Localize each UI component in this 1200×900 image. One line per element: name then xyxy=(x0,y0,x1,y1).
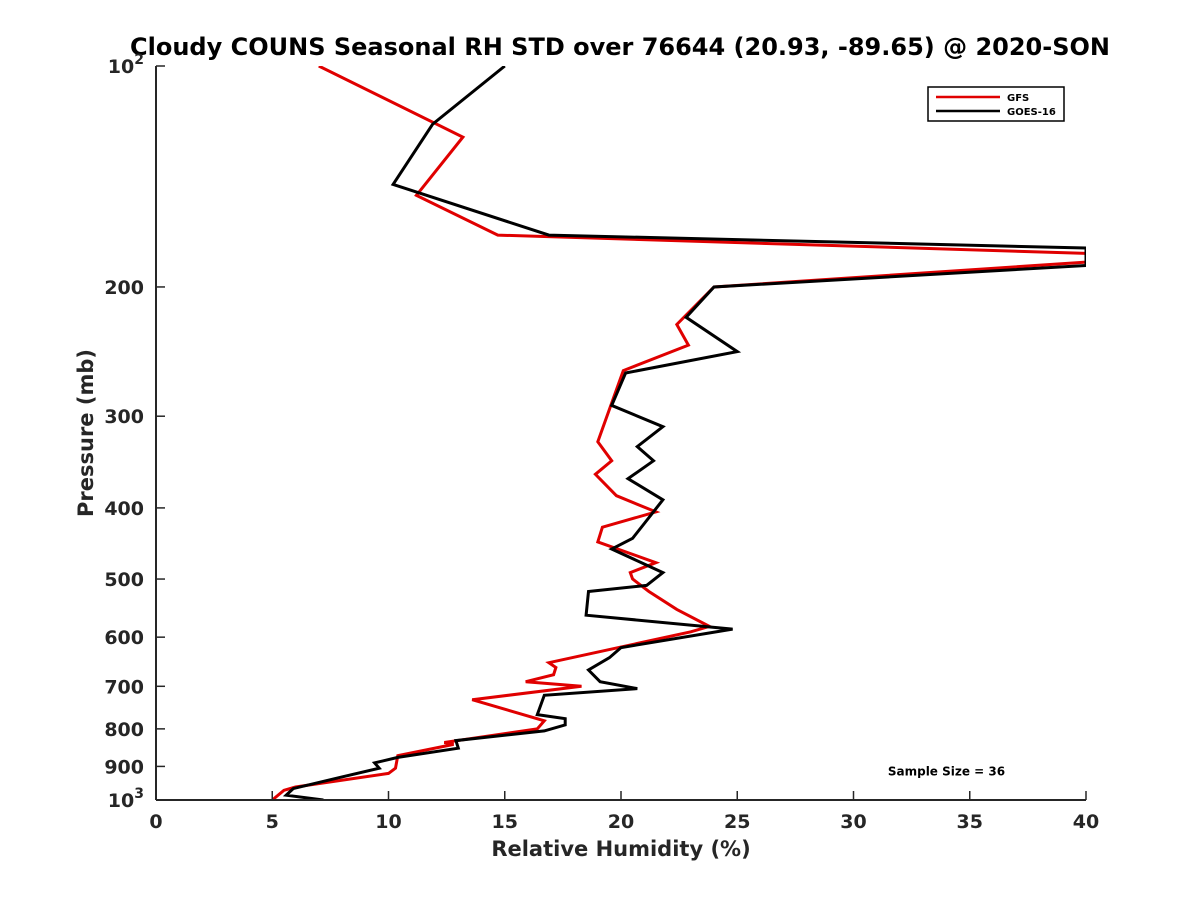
y-tick-label: 200 xyxy=(104,277,144,299)
series-line-goes-16 xyxy=(282,66,1086,800)
x-tick-label: 20 xyxy=(608,811,634,833)
y-tick-label: 102 xyxy=(108,52,144,78)
chart-title: Cloudy COUNS Seasonal RH STD over 76644 … xyxy=(130,33,1110,61)
legend-label-goes16: GOES-16 xyxy=(1007,107,1056,118)
legend-label-gfs: GFS xyxy=(1007,93,1029,104)
x-tick-label: 10 xyxy=(375,811,401,833)
y-tick-label: 800 xyxy=(104,719,144,741)
x-axis-label: Relative Humidity (%) xyxy=(491,837,750,861)
y-tick-label: 600 xyxy=(104,627,144,649)
x-tick-label: 5 xyxy=(266,811,279,833)
x-tick-label: 35 xyxy=(957,811,983,833)
x-tick-label: 15 xyxy=(492,811,518,833)
y-tick-label: 700 xyxy=(104,676,144,698)
y-tick-label: 103 xyxy=(108,786,144,812)
y-tick-label: 300 xyxy=(104,406,144,428)
x-tick-label: 30 xyxy=(840,811,866,833)
y-tick-label: 900 xyxy=(104,756,144,778)
series-layer xyxy=(271,66,1086,800)
legend: GFS GOES-16 xyxy=(927,86,1065,122)
x-tick-label: 25 xyxy=(724,811,750,833)
legend-box xyxy=(927,86,1065,122)
series-line-gfs xyxy=(271,66,1086,800)
y-tick-label: 500 xyxy=(104,569,144,591)
x-tick-label: 40 xyxy=(1073,811,1099,833)
x-tick-label: 0 xyxy=(149,811,162,833)
x-axis-ticks: 0 5 10 15 20 25 30 35 40 xyxy=(149,791,1099,833)
sample-size-annotation: Sample Size = 36 xyxy=(888,765,1005,779)
y-axis-ticks: 102 200 300 400 500 600 700 800 900 103 xyxy=(104,52,165,812)
y-axis-label: Pressure (mb) xyxy=(74,349,98,517)
y-tick-label: 400 xyxy=(104,498,144,520)
